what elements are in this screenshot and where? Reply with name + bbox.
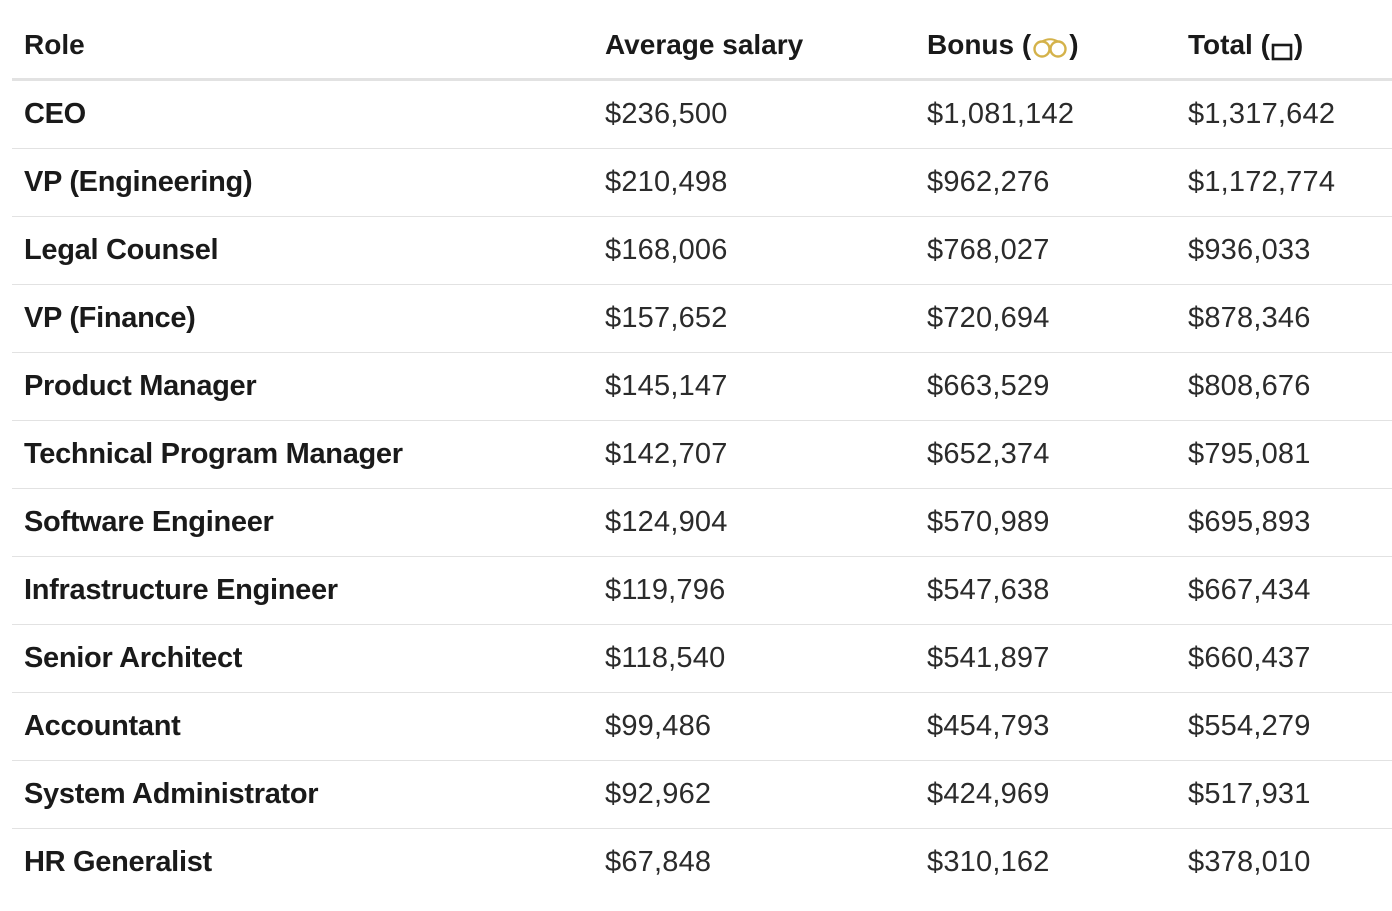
header-row: Role Average salary Bonus () Total () xyxy=(12,12,1392,81)
total-cell: $667,434 xyxy=(1188,556,1392,625)
table-row: VP (Finance) $157,652 $720,694 $878,346 xyxy=(12,284,1392,353)
total-cell: $795,081 xyxy=(1188,420,1392,489)
role-cell: Accountant xyxy=(12,692,605,761)
header-role: Role xyxy=(12,12,605,81)
role-cell: VP (Finance) xyxy=(12,284,605,353)
bonus-cell: $652,374 xyxy=(927,420,1188,489)
header-average-salary: Average salary xyxy=(605,12,927,81)
header-bonus: Bonus () xyxy=(927,12,1188,81)
table-row: Accountant $99,486 $454,793 $554,279 xyxy=(12,692,1392,761)
role-cell: Infrastructure Engineer xyxy=(12,556,605,625)
table-header: Role Average salary Bonus () Total () xyxy=(12,12,1392,81)
total-cell: $808,676 xyxy=(1188,352,1392,421)
role-cell: Product Manager xyxy=(12,352,605,421)
box-icon xyxy=(1271,36,1293,60)
role-cell: Legal Counsel xyxy=(12,216,605,285)
salary-cell: $118,540 xyxy=(605,624,927,693)
role-cell: VP (Engineering) xyxy=(12,148,605,217)
table-row: Legal Counsel $168,006 $768,027 $936,033 xyxy=(12,216,1392,285)
salary-cell: $92,962 xyxy=(605,760,927,829)
total-cell: $878,346 xyxy=(1188,284,1392,353)
total-cell: $1,317,642 xyxy=(1188,79,1392,149)
header-bonus-prefix: Bonus ( xyxy=(927,29,1032,60)
salary-cell: $236,500 xyxy=(605,79,927,149)
bonus-cell: $424,969 xyxy=(927,760,1188,829)
table-row: System Administrator $92,962 $424,969 $517,… xyxy=(12,760,1392,829)
bonus-cell: $454,793 xyxy=(927,692,1188,761)
salary-cell: $124,904 xyxy=(605,488,927,557)
total-cell: $517,931 xyxy=(1188,760,1392,829)
table-row: VP (Engineering) $210,498 $962,276 $1,172,7… xyxy=(12,148,1392,217)
bonus-cell: $720,694 xyxy=(927,284,1188,353)
header-role-label: Role xyxy=(24,29,85,60)
table-row: CEO $236,500 $1,081,142 $1,317,642 xyxy=(12,79,1392,149)
bonus-cell: $310,162 xyxy=(927,846,1050,878)
role-cell: Technical Program Manager xyxy=(12,420,605,489)
header-salary-label: Average salary xyxy=(605,29,804,60)
total-cell: $378,010 xyxy=(1188,846,1311,878)
salary-cell: $142,707 xyxy=(605,420,927,489)
salary-cell: $210,498 xyxy=(605,148,927,217)
header-bonus-suffix: ) xyxy=(1069,29,1079,60)
role-cell: Senior Architect xyxy=(12,624,605,693)
table-row: Technical Program Manager $142,707 $652,37… xyxy=(12,420,1392,489)
salary-cell: $99,486 xyxy=(605,692,927,761)
total-cell: $1,172,774 xyxy=(1188,148,1392,217)
bonus-cell: $962,276 xyxy=(927,148,1188,217)
total-cell: $554,279 xyxy=(1188,692,1392,761)
table-row: Software Engineer $124,904 $570,989 $695,89… xyxy=(12,488,1392,557)
role-cell: CEO xyxy=(12,79,605,149)
bonus-cell: $1,081,142 xyxy=(927,79,1188,149)
role-cell: Software Engineer xyxy=(12,488,605,557)
handcuffs-icon xyxy=(1031,34,1069,58)
header-total-prefix: Total ( xyxy=(1188,29,1270,60)
role-cell: HR Generalist xyxy=(24,846,212,878)
salary-cell: $168,006 xyxy=(605,216,927,285)
table-row: HR Generalist $67,848 $310,162 $378,010 xyxy=(12,829,1392,897)
salary-table: Role Average salary Bonus () Total () CE… xyxy=(12,12,1392,896)
total-cell: $695,893 xyxy=(1188,488,1392,557)
header-total: Total () xyxy=(1188,12,1392,81)
bonus-cell: $663,529 xyxy=(927,352,1188,421)
bonus-cell: $547,638 xyxy=(927,556,1188,625)
salary-cell: $145,147 xyxy=(605,352,927,421)
table-row: Product Manager $145,147 $663,529 $808,676 xyxy=(12,352,1392,421)
salary-cell: $67,848 xyxy=(605,846,712,878)
table-row: Senior Architect $118,540 $541,897 $660,437 xyxy=(12,624,1392,693)
table-body: CEO $236,500 $1,081,142 $1,317,642 VP (Engin… xyxy=(12,79,1392,897)
bonus-cell: $768,027 xyxy=(927,216,1188,285)
bonus-cell: $541,897 xyxy=(927,624,1188,693)
table-row: Infrastructure Engineer $119,796 $547,638 $… xyxy=(12,556,1392,625)
salary-cell: $119,796 xyxy=(605,556,927,625)
salary-cell: $157,652 xyxy=(605,284,927,353)
total-cell: $936,033 xyxy=(1188,216,1392,285)
role-cell: System Administrator xyxy=(12,760,605,829)
total-cell: $660,437 xyxy=(1188,624,1392,693)
bonus-cell: $570,989 xyxy=(927,488,1188,557)
header-total-suffix: ) xyxy=(1293,29,1304,60)
